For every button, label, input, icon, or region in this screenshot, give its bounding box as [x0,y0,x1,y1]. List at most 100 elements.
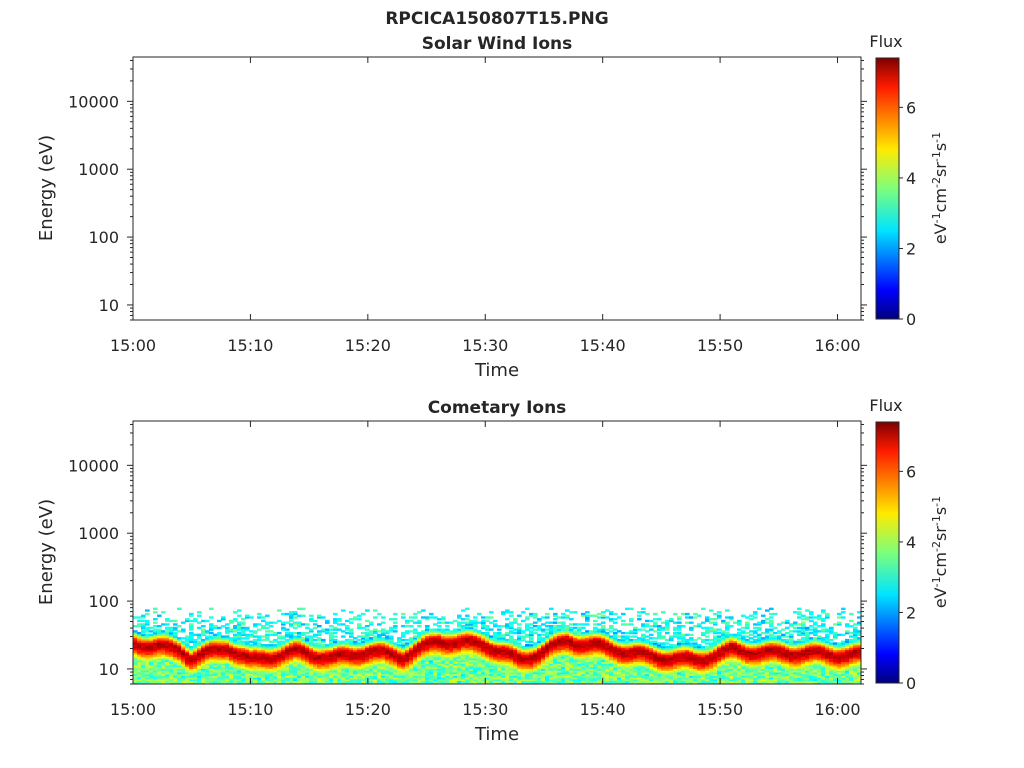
flux-cell [341,649,346,652]
flux-cell [221,640,226,643]
flux-cell [689,668,694,671]
flux-cell [161,640,166,643]
flux-cell [457,657,462,661]
flux-cell [189,675,194,678]
flux-cell [153,682,158,684]
flux-cell [621,668,626,671]
flux-cell [673,649,678,652]
flux-cell [237,657,242,661]
flux-cell [209,649,214,652]
flux-cell [557,668,562,671]
flux-cell [261,678,266,682]
flux-cell [137,623,142,626]
flux-cell [273,661,278,664]
flux-cell [569,663,574,666]
flux-cell [157,637,162,640]
flux-cell [469,645,474,649]
flux-cell [677,644,682,647]
flux-cell [277,642,282,645]
flux-cell [353,663,358,666]
flux-cell [153,668,158,671]
flux-cell [273,652,278,656]
flux-cell [397,677,402,680]
flux-cell [253,652,258,656]
flux-cell [373,671,378,675]
flux-cell [345,678,350,682]
flux-cell [325,654,330,657]
flux-cell [357,673,362,676]
flux-cell [453,661,458,664]
flux-cell [637,671,642,675]
flux-cell [433,657,438,661]
flux-cell [665,619,670,623]
flux-cell [505,677,510,680]
flux-cell [461,638,466,642]
flux-cell [245,675,250,678]
flux-cell [157,638,162,642]
flux-cell [169,637,174,640]
flux-cell [397,637,402,640]
flux-cell [417,638,422,642]
flux-cell [393,647,398,650]
flux-cell [157,628,162,631]
flux-cell [373,656,378,659]
flux-cell [697,677,702,680]
flux-cell [577,644,582,647]
flux-cell [469,663,474,666]
flux-cell [689,656,694,659]
flux-cell [641,644,646,647]
flux-cell [717,644,722,647]
flux-cell [353,647,358,650]
x-tick-label: 15:30 [462,336,508,355]
flux-cell [597,673,602,676]
flux-cell [365,638,370,642]
flux-cell [213,644,218,647]
flux-cell [181,654,186,657]
flux-cell [237,654,242,657]
flux-cell [409,657,414,661]
flux-cell [133,635,138,638]
flux-cell [629,680,634,683]
flux-cell [285,661,290,664]
flux-cell [137,677,142,680]
flux-cell [485,633,490,637]
flux-cell [305,649,310,652]
flux-cell [517,678,522,682]
flux-cell [717,651,722,654]
flux-cell [313,671,318,675]
flux-cell [605,652,610,656]
flux-cell [377,673,382,676]
flux-cell [177,638,182,642]
flux-cell [465,645,470,649]
flux-cell [373,661,378,664]
flux-cell [697,625,702,628]
flux-cell [713,623,718,626]
flux-cell [457,663,462,666]
colorbar-gradient [875,57,900,320]
flux-cell [433,645,438,649]
flux-cell [261,647,266,650]
flux-cell [269,671,274,675]
flux-cell [629,682,634,684]
flux-cell [601,657,606,661]
flux-cell [377,682,382,684]
flux-cell [681,642,686,645]
flux-cell [681,659,686,663]
flux-cell [389,638,394,642]
flux-cell [353,678,358,682]
flux-cell [625,673,630,676]
flux-cell [533,671,538,675]
flux-cell [145,673,150,676]
flux-cell [137,654,142,657]
flux-cell [313,678,318,682]
flux-cell [305,647,310,650]
flux-cell [297,656,302,659]
flux-cell [485,640,490,643]
flux-cell [349,677,354,680]
flux-cell [265,661,270,664]
flux-cell [573,626,578,630]
flux-cell [381,621,386,624]
flux-cell [521,631,526,635]
flux-cell [301,640,306,643]
flux-cell [601,642,606,645]
